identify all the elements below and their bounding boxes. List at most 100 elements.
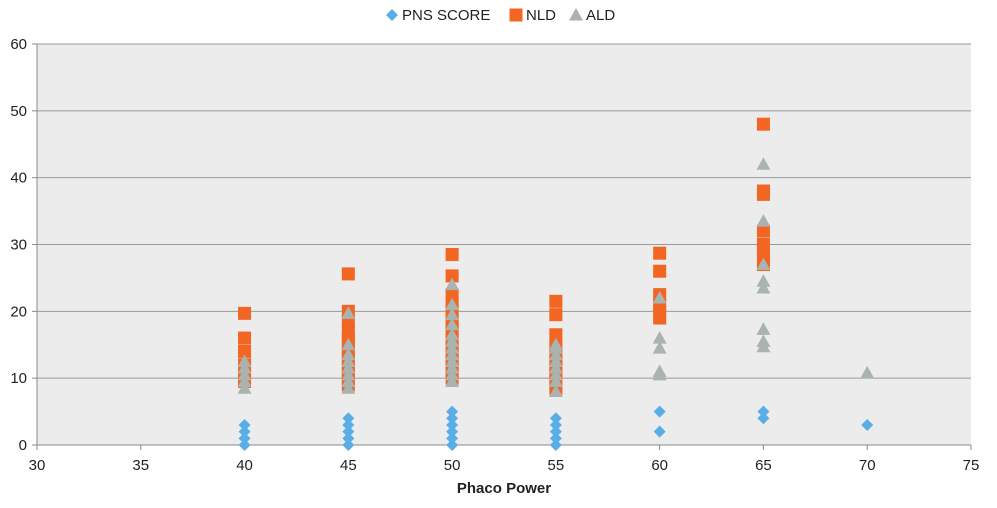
data-point (341, 374, 356, 388)
data-point (237, 367, 252, 381)
x-tick-label: 55 (548, 457, 565, 474)
data-point (445, 297, 460, 311)
data-point (548, 337, 563, 351)
x-tick-label: 50 (444, 457, 461, 474)
x-tick-label: 75 (963, 457, 980, 474)
legend-marker-triangle (569, 8, 583, 21)
data-point (445, 347, 460, 361)
y-tick-label: 10 (10, 370, 27, 387)
data-point (446, 405, 459, 418)
data-point (341, 337, 356, 351)
data-point (445, 341, 460, 354)
y-tick-labels: 0 10 20 30 40 50 60 (10, 36, 37, 454)
data-point (445, 307, 460, 321)
data-point (548, 354, 563, 367)
data-point (341, 306, 356, 319)
data-point (653, 246, 667, 260)
y-tick-label: 50 (10, 103, 27, 120)
data-point (342, 412, 355, 425)
data-point (342, 432, 355, 445)
data-point (446, 412, 459, 425)
data-point (445, 288, 459, 302)
data-point (548, 374, 563, 388)
data-point (341, 381, 356, 394)
legend-label: PNS SCORE (402, 7, 490, 24)
data-point (756, 184, 770, 198)
series-ald (237, 157, 875, 398)
data-point (549, 439, 562, 451)
legend-marker-square (509, 8, 523, 22)
x-tick-labels: 30 35 40 45 50 55 60 65 70 75 (29, 445, 980, 474)
data-point (446, 425, 459, 438)
data-point (653, 425, 666, 438)
data-point (342, 425, 355, 438)
data-point (445, 317, 460, 331)
data-point (549, 418, 562, 431)
data-point (756, 257, 771, 271)
data-point (548, 367, 563, 381)
data-point (652, 364, 667, 377)
y-tick-label: 30 (10, 237, 27, 254)
data-point (445, 354, 460, 367)
data-point (549, 432, 562, 445)
data-point (238, 418, 251, 431)
legend-marker-diamond (386, 9, 398, 21)
y-tick-label: 20 (10, 303, 27, 320)
data-point (756, 117, 770, 131)
data-point (652, 290, 667, 304)
data-point (756, 334, 771, 347)
data-point (756, 280, 771, 294)
legend-label: ALD (586, 7, 615, 24)
x-tick-label: 30 (29, 457, 46, 474)
data-points (237, 117, 875, 451)
data-point (445, 248, 459, 262)
data-point (238, 425, 251, 438)
data-point (445, 361, 460, 374)
legend-label: NLD (526, 7, 556, 24)
data-point (757, 412, 770, 425)
data-point (549, 308, 563, 322)
gridlines (37, 43, 971, 379)
data-point (445, 367, 460, 381)
data-point (445, 374, 460, 388)
y-tick-label: 40 (10, 170, 27, 187)
data-point (446, 418, 459, 431)
data-point (341, 361, 356, 374)
data-point (238, 306, 252, 320)
legend: PNS SCORE NLD ALD (386, 7, 615, 24)
data-point (756, 238, 770, 251)
data-point (446, 432, 459, 445)
data-point (238, 439, 251, 451)
x-tick-label: 45 (340, 457, 357, 474)
data-point (342, 418, 355, 431)
data-point (445, 334, 460, 347)
data-point (549, 328, 563, 342)
data-point (238, 331, 252, 345)
data-point (341, 347, 356, 361)
y-tick-label: 60 (10, 36, 27, 53)
data-point (237, 361, 252, 374)
data-point (549, 425, 562, 438)
data-point (237, 381, 252, 394)
data-point (757, 405, 770, 418)
series-pns-score (238, 405, 874, 451)
data-point (548, 384, 563, 398)
data-point (548, 347, 563, 361)
data-point (446, 439, 459, 451)
data-point (341, 367, 356, 381)
data-point (653, 405, 666, 418)
x-tick-label: 40 (236, 457, 253, 474)
x-axis-label: Phaco Power (457, 480, 551, 497)
data-point (237, 354, 252, 367)
data-point (549, 412, 562, 425)
data-point (237, 374, 252, 388)
data-point (342, 439, 355, 451)
x-tick-label: 60 (651, 457, 668, 474)
data-point (238, 344, 252, 358)
data-point (756, 224, 770, 238)
data-point (756, 157, 771, 170)
data-point (341, 267, 355, 281)
data-point (653, 264, 667, 278)
data-point (652, 341, 667, 354)
